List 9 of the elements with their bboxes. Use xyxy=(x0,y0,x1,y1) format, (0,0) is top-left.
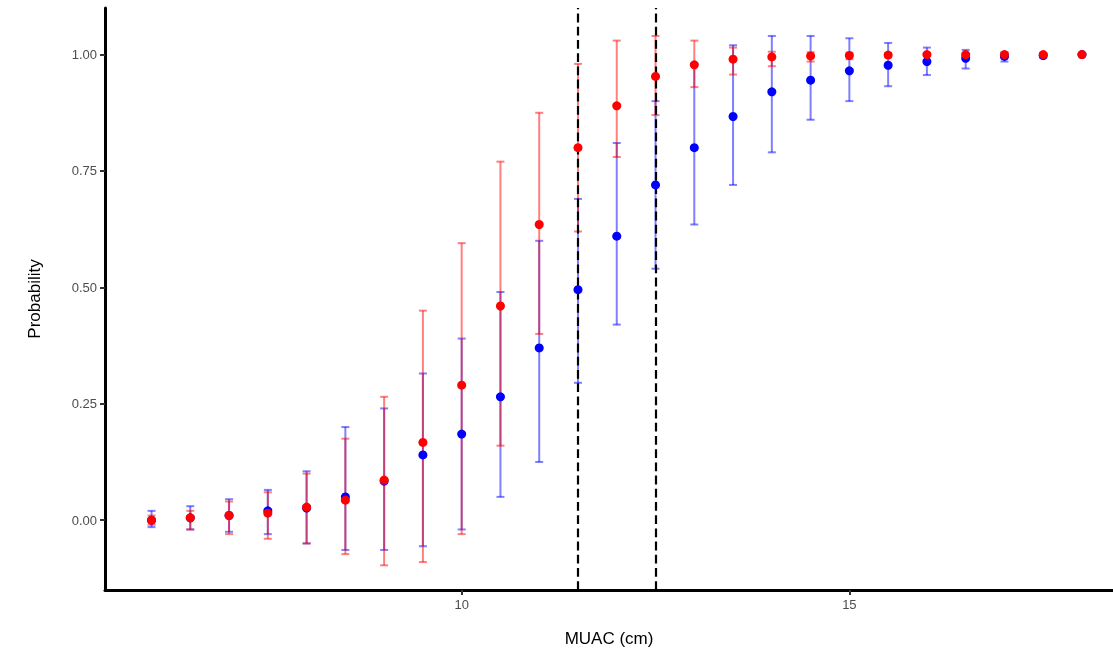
y-tick-label: 0.50 xyxy=(71,279,97,295)
y-tick-label: 0.25 xyxy=(71,396,97,412)
y-tick-label: 1.00 xyxy=(71,47,97,63)
x-axis-title: MUAC (cm) xyxy=(564,629,654,648)
x-tick-label: 10 xyxy=(454,597,469,612)
y-tick-label: 0.00 xyxy=(71,512,97,528)
y-tick-label: 0.75 xyxy=(71,163,97,179)
y-axis-title: Probability xyxy=(25,258,44,339)
x-tick-label: 15 xyxy=(842,597,857,612)
